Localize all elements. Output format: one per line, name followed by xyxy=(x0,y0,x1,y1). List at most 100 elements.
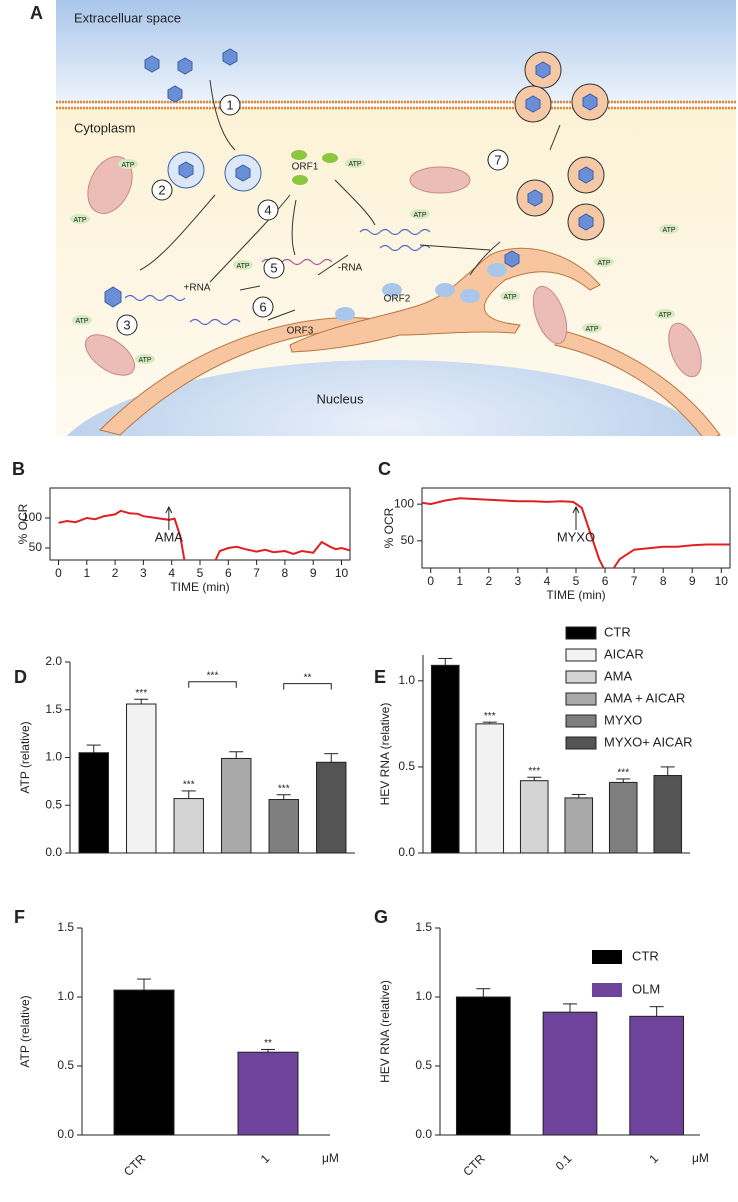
endoplasmic-reticulum xyxy=(289,247,601,353)
panel-letter: D xyxy=(14,667,27,687)
significance: ** xyxy=(264,1038,272,1049)
legend-swatch xyxy=(565,714,597,728)
step-number: 3 xyxy=(123,317,130,332)
y-tick-label: 1.0 xyxy=(45,750,62,764)
y-tick-label: 0.0 xyxy=(398,845,415,859)
x-tick-label: 0 xyxy=(55,566,62,580)
y-tick-label: 0.5 xyxy=(415,1058,432,1072)
atp-label: ATP xyxy=(585,326,598,333)
x-tick-label: 2 xyxy=(112,566,119,580)
bar xyxy=(542,1011,598,1136)
x-tick-label: 9 xyxy=(310,566,317,580)
significance: *** xyxy=(617,768,629,779)
region-label: Extracelluar space xyxy=(74,10,181,25)
atp-label: ATP xyxy=(503,294,516,301)
atp-blob xyxy=(500,291,520,301)
legend-swatch xyxy=(565,648,597,662)
arrow-head xyxy=(572,505,580,514)
atp-blob xyxy=(233,260,253,270)
diagram: Extracelluar space Cytoplasm Nucleus 1 2 3 4 5 6… xyxy=(56,0,736,436)
x-tick-label: 6 xyxy=(602,574,609,588)
panel-letter: G xyxy=(374,907,388,927)
bar xyxy=(608,781,638,854)
y-axis-label: HEV RNA (relative) xyxy=(378,703,392,806)
atp-blob xyxy=(594,257,614,267)
annotation-label: AMA xyxy=(155,529,184,544)
y-tick-label: 0.0 xyxy=(45,845,62,859)
x-tick-label: 8 xyxy=(660,574,667,588)
x-tick-label: 3 xyxy=(140,566,147,580)
bar xyxy=(629,1015,685,1136)
y-tick-label: 50 xyxy=(401,533,415,547)
legend-label: OLM xyxy=(632,981,660,996)
bar xyxy=(126,703,157,854)
bracket-label: *** xyxy=(207,670,219,681)
bar xyxy=(221,757,252,854)
significance: *** xyxy=(278,783,290,794)
y-tick-label: 100 xyxy=(22,510,42,524)
x-unit: μM xyxy=(692,1151,709,1165)
x-tick-label: 1 xyxy=(646,1151,661,1166)
x-tick-label: 5 xyxy=(197,566,204,580)
data-line xyxy=(58,509,350,560)
y-tick-label: 2.0 xyxy=(45,654,62,668)
label: +RNA xyxy=(184,283,211,294)
legend-swatch xyxy=(565,692,597,706)
x-tick-label: 6 xyxy=(225,566,232,580)
plot-frame xyxy=(49,487,351,561)
atp-blob xyxy=(345,158,365,168)
x-tick-label: CTR xyxy=(121,1151,149,1179)
legend-label: AMA xyxy=(604,668,633,683)
x-axis-label: TIME (min) xyxy=(546,588,605,602)
atp-label: ATP xyxy=(658,312,671,319)
label: ORF2 xyxy=(384,294,411,305)
significance: *** xyxy=(135,688,147,699)
label: -RNA xyxy=(338,263,363,274)
significance: *** xyxy=(528,766,540,777)
x-tick-label: 1 xyxy=(258,1151,273,1166)
arrow-head xyxy=(165,505,173,514)
region-label: Cytoplasm xyxy=(74,120,135,135)
atp-blob xyxy=(135,354,155,364)
y-tick-label: 1.0 xyxy=(57,989,74,1003)
legend-swatch xyxy=(565,626,597,640)
legend-label: AICAR xyxy=(604,646,644,661)
step-circle xyxy=(487,149,509,171)
x-unit: μM xyxy=(322,1151,339,1165)
label: ORF3 xyxy=(287,326,314,337)
x-tick-label: 8 xyxy=(282,566,289,580)
step-number: 2 xyxy=(158,182,165,197)
legend-label: MYXO xyxy=(604,712,642,727)
y-tick-label: 0.5 xyxy=(45,797,62,811)
bar xyxy=(475,723,505,854)
step-number: 1 xyxy=(226,97,233,112)
nucleus xyxy=(66,360,714,436)
extracellular-region xyxy=(56,0,736,104)
step-number: 7 xyxy=(494,152,501,167)
y-tick-label: 1.0 xyxy=(398,673,415,687)
bar xyxy=(316,761,347,854)
atp-blob xyxy=(655,309,675,319)
bar xyxy=(237,1051,299,1136)
atp-label: ATP xyxy=(75,318,88,325)
bar xyxy=(268,799,299,854)
bracket-label: ** xyxy=(304,672,312,683)
y-tick-label: 50 xyxy=(29,540,43,554)
bar xyxy=(113,989,175,1136)
bar xyxy=(78,752,109,854)
panel-letter: F xyxy=(14,907,25,927)
step-number: 6 xyxy=(259,299,266,314)
atp-label: ATP xyxy=(597,260,610,267)
x-tick-label: 7 xyxy=(253,566,260,580)
panel-letter: C xyxy=(378,459,391,479)
atp-blob xyxy=(72,315,92,325)
arrows xyxy=(139,79,561,321)
step-circle xyxy=(116,314,138,336)
step-circle xyxy=(257,199,279,221)
x-tick-label: 3 xyxy=(515,574,522,588)
x-tick-label: 0.1 xyxy=(553,1151,575,1173)
y-tick-label: 0.0 xyxy=(415,1127,432,1141)
atp-blob xyxy=(118,159,138,169)
y-tick-label: 100 xyxy=(394,496,414,510)
